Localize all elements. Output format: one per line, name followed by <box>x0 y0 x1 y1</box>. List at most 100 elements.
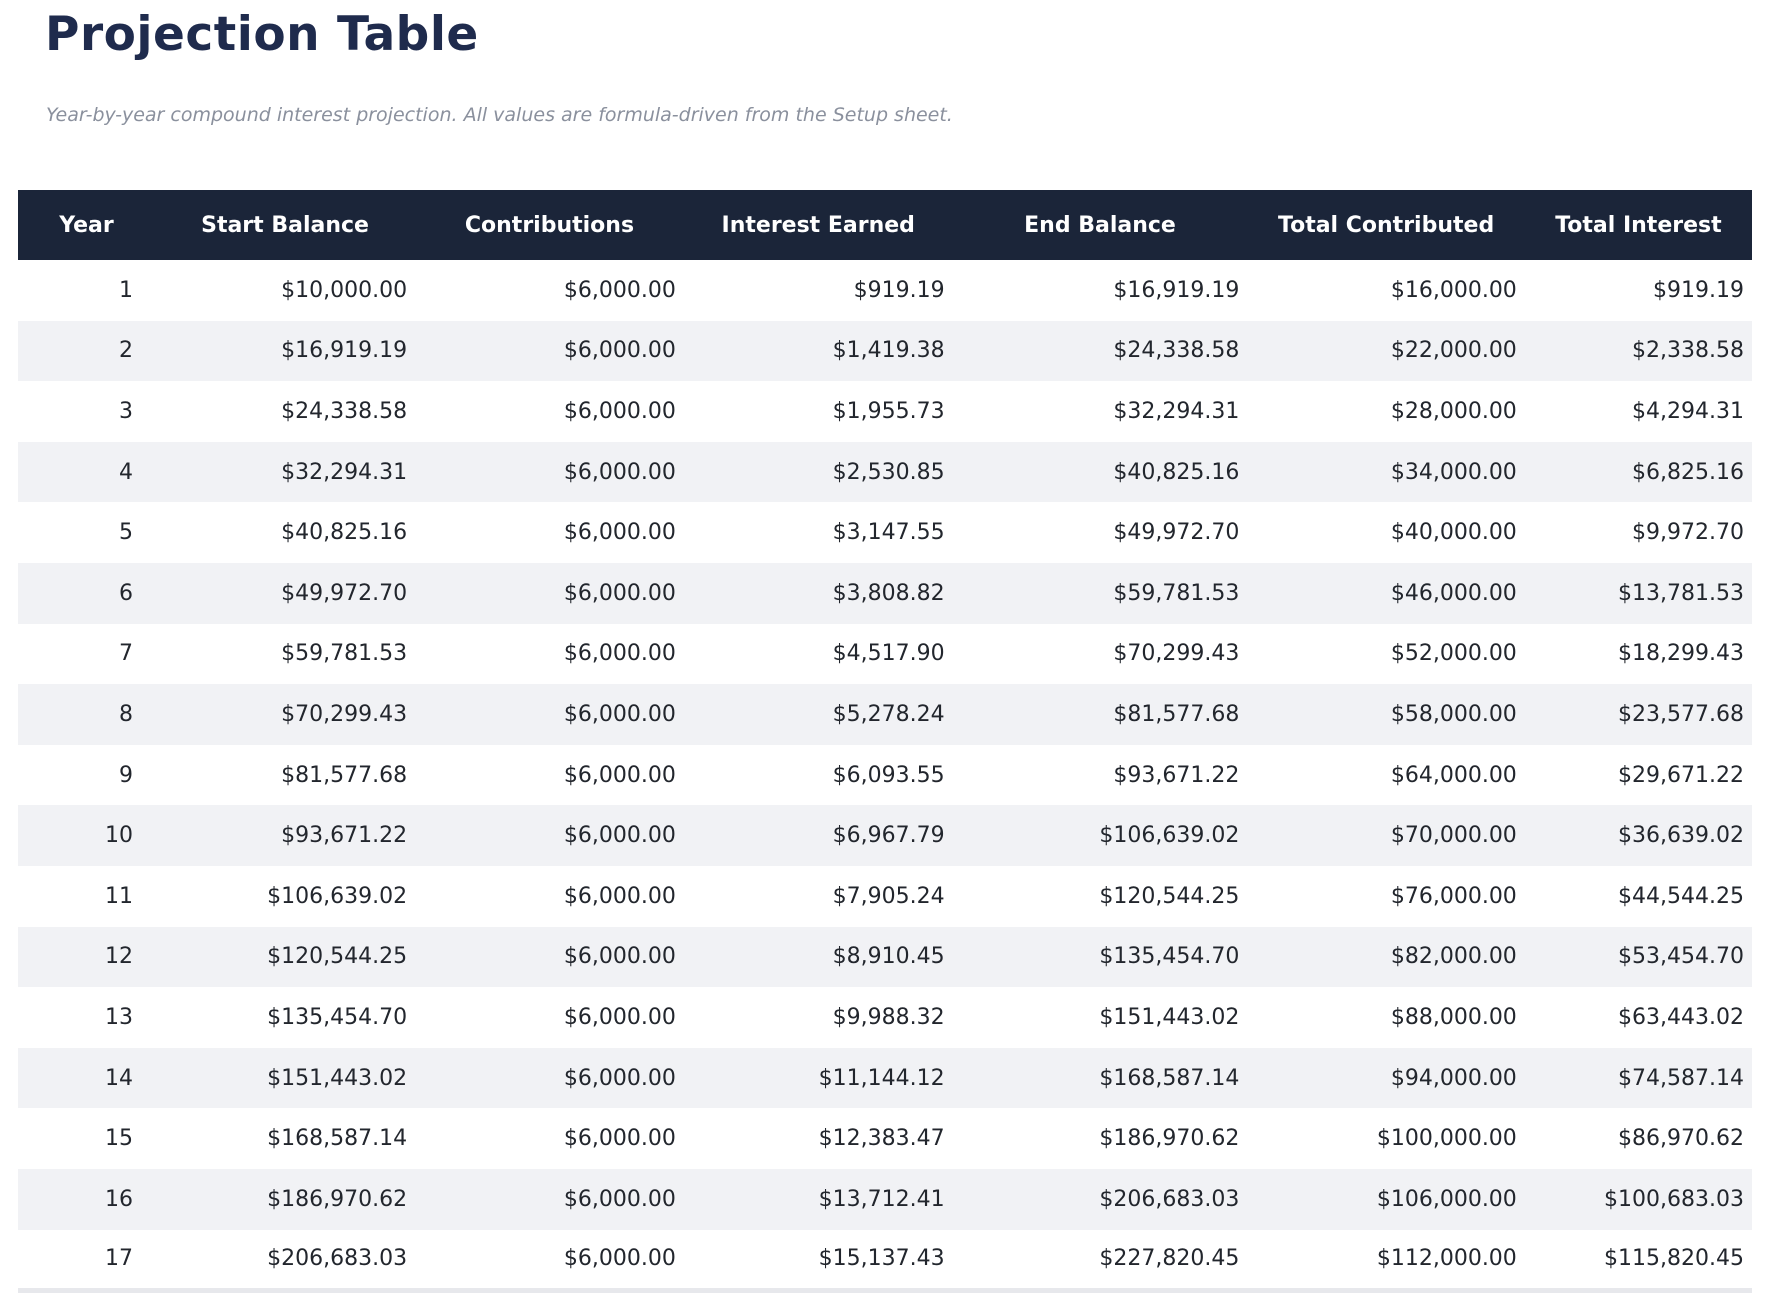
table-cell: $6,000.00 <box>563 277 676 303</box>
table-cell: $151,443.02 <box>1099 1004 1240 1030</box>
table-cell: $12,383.47 <box>818 1126 945 1152</box>
table-row: 7 $59,781.53 $6,000.00 $4,517.90 $70,299.43 $… <box>18 623 1752 685</box>
year-cell: 6 <box>118 580 133 606</box>
table-cell: $16,919.19 <box>1113 277 1240 303</box>
year-cell: 9 <box>118 762 133 788</box>
table-cell: $11,144.12 <box>818 1065 945 1091</box>
table-cell: $6,967.79 <box>832 823 945 849</box>
table-cell: $40,000.00 <box>1390 520 1517 546</box>
table-header-row: Year Start Balance Contributions Interest E… <box>18 190 1752 261</box>
year-cell: 12 <box>104 944 133 970</box>
table-cell: $24,338.58 <box>1113 338 1240 364</box>
year-cell: 4 <box>118 459 133 485</box>
table-cell: $59,781.53 <box>281 641 408 667</box>
table-cell: $100,683.03 <box>1604 1186 1744 1212</box>
table-row: 8 $70,299.43 $6,000.00 $5,278.24 $81,577.68 $… <box>18 684 1752 745</box>
table-cell: $93,671.22 <box>1113 762 1240 788</box>
table-cell: $1,955.73 <box>832 399 945 425</box>
table-cell: $6,825.16 <box>1632 459 1744 485</box>
table-cell: $186,970.62 <box>1099 1126 1240 1152</box>
table-cell: $76,000.00 <box>1390 883 1517 909</box>
table-cell: $6,000.00 <box>563 883 676 909</box>
table-cell: $6,000.00 <box>563 1004 676 1030</box>
year-cell: 1 <box>118 277 133 303</box>
table-cell: $112,000.00 <box>1376 1246 1517 1272</box>
table-cell: $206,683.03 <box>267 1246 408 1272</box>
table-cell: $6,000.00 <box>563 399 676 425</box>
table-row: 3 $24,338.58 $6,000.00 $1,955.73 $32,294.31 $… <box>18 381 1752 442</box>
table-cell: $120,544.25 <box>1099 883 1240 909</box>
table-cell: $206,683.03 <box>1099 1186 1240 1212</box>
table-row: 1 $10,000.00 $6,000.00 $919.19 $16,919.19 $16… <box>18 260 1752 321</box>
table-cell: $86,970.62 <box>1618 1126 1744 1152</box>
table-cell: $6,000.00 <box>563 702 676 727</box>
table-cell: $70,299.43 <box>281 702 408 727</box>
table-cell: $49,972.70 <box>281 580 408 606</box>
table-cell: $94,000.00 <box>1390 1065 1517 1091</box>
table-cell: $18,299.43 <box>1618 641 1744 667</box>
table-cell: $70,299.43 <box>1113 641 1240 667</box>
page-subtitle: Year-by-year compound interest projectio… <box>46 104 953 127</box>
year-cell: 7 <box>118 641 133 667</box>
table-row: 4 $32,294.31 $6,000.00 $2,530.85 $40,825.16 $… <box>18 441 1752 503</box>
table-cell: $64,000.00 <box>1390 762 1517 788</box>
table-row: 11 $106,639.02 $6,000.00 $7,905.24 $120,544.… <box>18 865 1752 927</box>
year-cell: 3 <box>118 399 133 425</box>
table-cell: $186,970.62 <box>267 1186 408 1212</box>
table-cell: $1,419.38 <box>832 338 945 364</box>
table-cell: $53,454.70 <box>1618 944 1744 970</box>
table-cell: $13,781.53 <box>1618 580 1744 606</box>
table-cell: $93,671.22 <box>281 823 408 849</box>
table-row: 2 $16,919.19 $6,000.00 $1,419.38 $24,338.58 $… <box>18 320 1752 382</box>
projection-table: Year Start Balance Contributions Interest E… <box>18 190 1752 1293</box>
year-cell: 8 <box>118 702 133 727</box>
table-cell: $82,000.00 <box>1390 944 1517 970</box>
table-cell: $24,338.58 <box>281 399 408 425</box>
table-cell: $44,544.25 <box>1618 883 1744 909</box>
table-cell: $6,000.00 <box>563 1246 676 1272</box>
table-cell: $58,000.00 <box>1390 702 1517 727</box>
table-cell: $100,000.00 <box>1376 1126 1517 1152</box>
table-cell: $6,000.00 <box>563 1126 676 1152</box>
table-cell: $168,587.14 <box>267 1126 408 1152</box>
table-cell: $5,278.24 <box>832 702 945 727</box>
table-cell: $81,577.68 <box>281 762 408 788</box>
table-cell: $52,000.00 <box>1390 641 1517 667</box>
table-cell: $115,820.45 <box>1604 1246 1744 1272</box>
table-cell: $13,712.41 <box>818 1186 945 1212</box>
table-cell: $6,000.00 <box>563 580 676 606</box>
column-header-year: Year <box>18 190 155 261</box>
column-header-total-interest: Total Interest <box>1524 190 1752 261</box>
table-cell: $6,000.00 <box>563 1186 676 1212</box>
year-cell: 16 <box>104 1186 133 1212</box>
table-cell: $63,443.02 <box>1618 1004 1744 1030</box>
table-cell: $6,000.00 <box>563 641 676 667</box>
year-cell: 5 <box>118 520 133 546</box>
table-row: 6 $49,972.70 $6,000.00 $3,808.82 $59,781.53 $… <box>18 563 1752 624</box>
table-cell: $15,137.43 <box>818 1246 945 1272</box>
table-cell: $88,000.00 <box>1390 1004 1517 1030</box>
year-cell: 17 <box>104 1246 133 1272</box>
table-cell: $70,000.00 <box>1390 823 1517 849</box>
page-title: Projection Table <box>45 7 479 62</box>
column-header-end-balance: End Balance <box>952 190 1248 261</box>
table-cell: $919.19 <box>853 277 945 303</box>
table-cell: $106,639.02 <box>1099 823 1240 849</box>
table-cell: $49,972.70 <box>1113 520 1240 546</box>
table-cell: $28,000.00 <box>1390 399 1517 425</box>
projection-table-container: Year Start Balance Contributions Interest E… <box>18 190 1752 1293</box>
table-cell: $227,820.45 <box>1099 1246 1240 1272</box>
table-cell: $2,338.58 <box>1632 338 1744 364</box>
year-cell: 11 <box>104 883 133 909</box>
table-row: 10 $93,671.22 $6,000.00 $6,967.79 $106,639.0… <box>18 805 1752 866</box>
table-cell: $23,577.68 <box>1618 702 1744 727</box>
table-cell: $2,530.85 <box>832 459 945 485</box>
table-cell: $6,000.00 <box>563 944 676 970</box>
table-cell: $9,972.70 <box>1632 520 1744 546</box>
table-cell: $919.19 <box>1653 277 1744 303</box>
table-cell: $3,147.55 <box>832 520 945 546</box>
year-cell: 10 <box>104 823 133 849</box>
year-cell: 14 <box>104 1065 133 1091</box>
table-cell: $106,000.00 <box>1376 1186 1517 1212</box>
table-cell: $36,639.02 <box>1618 823 1744 849</box>
